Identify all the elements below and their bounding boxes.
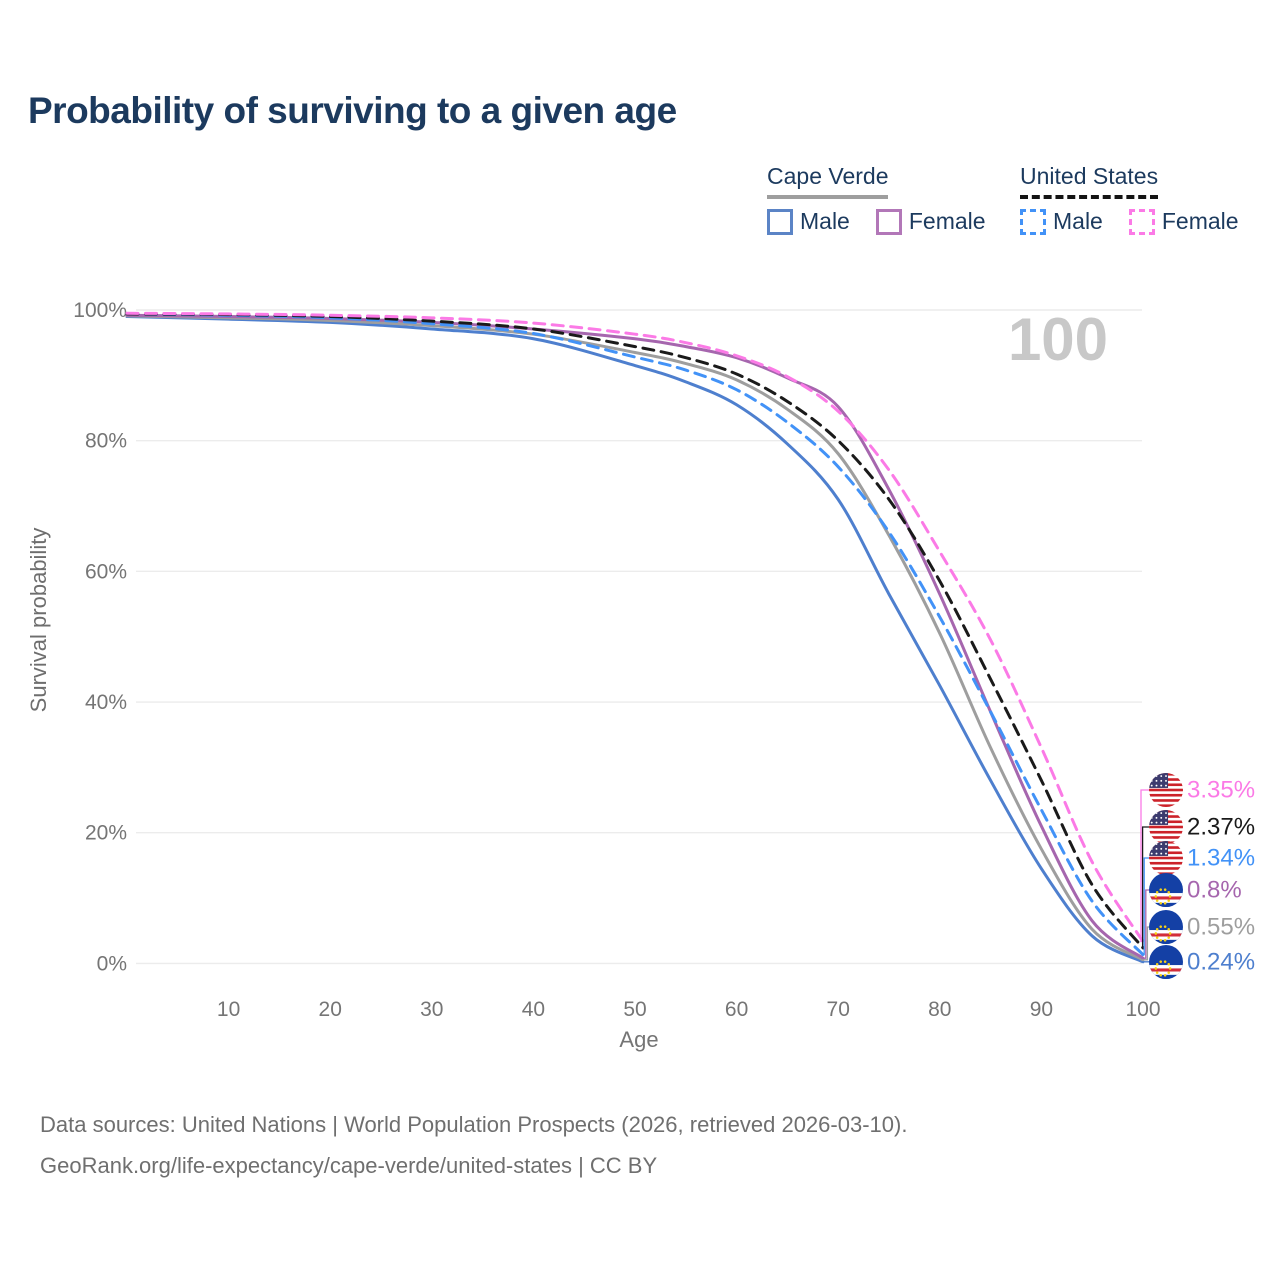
end-label-cape-verde-male[interactable]: 0.24% bbox=[1187, 949, 1255, 976]
x-tick-label: 60 bbox=[725, 998, 748, 1021]
flag-us bbox=[1149, 773, 1183, 807]
x-tick-label: 80 bbox=[928, 998, 951, 1021]
us-flag-icon bbox=[1149, 841, 1183, 875]
x-tick-label: 70 bbox=[827, 998, 850, 1021]
footer: Data sources: United Nations | World Pop… bbox=[40, 1104, 907, 1186]
legend-items-united-states: Male Female bbox=[1020, 208, 1265, 235]
cape-verde-flag-icon bbox=[1149, 945, 1183, 979]
x-tick-label: 10 bbox=[217, 998, 240, 1021]
curve-cape-verde-female[interactable] bbox=[125, 313, 1145, 960]
y-tick-label: 40% bbox=[85, 691, 127, 714]
legend-header-cape-verde[interactable]: Cape Verde bbox=[767, 163, 889, 199]
end-label-united-states-male[interactable]: 1.34% bbox=[1187, 845, 1255, 872]
leader-line bbox=[1140, 789, 1149, 943]
flag-us bbox=[1149, 841, 1183, 875]
gridlines: 100% 80% 60% 40% 20% 0% bbox=[73, 299, 1142, 975]
legend-swatch-united-states-male[interactable] bbox=[1020, 208, 1046, 235]
leader-line bbox=[1142, 926, 1149, 961]
legend-swatch-cape-verde-female[interactable] bbox=[875, 208, 902, 235]
flag-cv bbox=[1149, 910, 1183, 944]
y-axis-title: Survival probability bbox=[26, 528, 51, 713]
curve-united-states-male[interactable] bbox=[125, 312, 1145, 957]
x-tick-label: 90 bbox=[1030, 998, 1053, 1021]
age-watermark: 100 bbox=[1008, 306, 1108, 373]
y-tick-label: 60% bbox=[85, 560, 127, 583]
y-tick-label: 0% bbox=[97, 952, 127, 975]
legend-label-united-states-female[interactable]: Female bbox=[1161, 208, 1239, 234]
footer-attribution: GeoRank.org/life-expectancy/cape-verde/u… bbox=[40, 1153, 658, 1178]
cape-verde-flag-icon bbox=[1149, 910, 1183, 944]
end-labels: 3.35% 2.37% 1.34% 0.8% 0.55% 0.24% bbox=[1140, 773, 1255, 979]
x-tick-label: 20 bbox=[319, 998, 342, 1021]
leader-line bbox=[1142, 857, 1149, 956]
flag-cv bbox=[1149, 945, 1183, 979]
curve-united-states[interactable] bbox=[125, 312, 1145, 950]
end-label-united-states-female[interactable]: 3.35% bbox=[1187, 777, 1255, 804]
us-flag-icon bbox=[1149, 810, 1183, 844]
y-tick-label: 100% bbox=[73, 299, 127, 322]
legend-group-united-states: United States Male Female bbox=[1020, 163, 1265, 235]
flag-cv bbox=[1149, 873, 1183, 907]
us-flag-icon bbox=[1149, 773, 1183, 807]
flag-us bbox=[1149, 810, 1183, 844]
y-tick-label: 20% bbox=[85, 822, 127, 845]
axes: 10 20 30 40 50 60 70 80 90 100 Age Survival probabi… bbox=[26, 528, 1161, 1052]
footer-data-sources: Data sources: United Nations | World Pop… bbox=[40, 1112, 908, 1137]
curve-cape-verde-male[interactable] bbox=[125, 315, 1145, 964]
series-curves bbox=[125, 311, 1145, 964]
x-tick-label: 30 bbox=[420, 998, 443, 1021]
legend-label-cape-verde-female[interactable]: Female bbox=[908, 208, 986, 234]
cape-verde-flag-icon bbox=[1149, 873, 1183, 907]
leader-line bbox=[1142, 889, 1149, 959]
curve-united-states-female[interactable] bbox=[125, 311, 1145, 944]
legend-header-united-states[interactable]: United States bbox=[1020, 163, 1159, 199]
leader-line bbox=[1141, 826, 1149, 949]
legend-label-cape-verde-male[interactable]: Male bbox=[800, 208, 850, 234]
legend-group-cape-verde: Cape Verde Male Female bbox=[767, 163, 1012, 235]
y-tick-label: 80% bbox=[85, 430, 127, 453]
end-label-united-states[interactable]: 2.37% bbox=[1187, 814, 1255, 841]
legend-swatch-united-states-female[interactable] bbox=[1128, 208, 1155, 235]
end-label-cape-verde[interactable]: 0.55% bbox=[1187, 914, 1255, 941]
legend-label-united-states-male[interactable]: Male bbox=[1053, 208, 1103, 234]
x-axis-title: Age bbox=[619, 1027, 658, 1052]
x-tick-label: 50 bbox=[623, 998, 646, 1021]
end-label-cape-verde-female[interactable]: 0.8% bbox=[1187, 877, 1242, 904]
x-tick-label: 100 bbox=[1125, 998, 1160, 1021]
legend-items-cape-verde: Male Female bbox=[767, 208, 1012, 235]
page-title: Probability of surviving to a given age bbox=[28, 90, 677, 131]
x-tick-label: 40 bbox=[522, 998, 545, 1021]
legend-swatch-cape-verde-male[interactable] bbox=[767, 208, 793, 235]
curve-cape-verde[interactable] bbox=[125, 314, 1145, 962]
